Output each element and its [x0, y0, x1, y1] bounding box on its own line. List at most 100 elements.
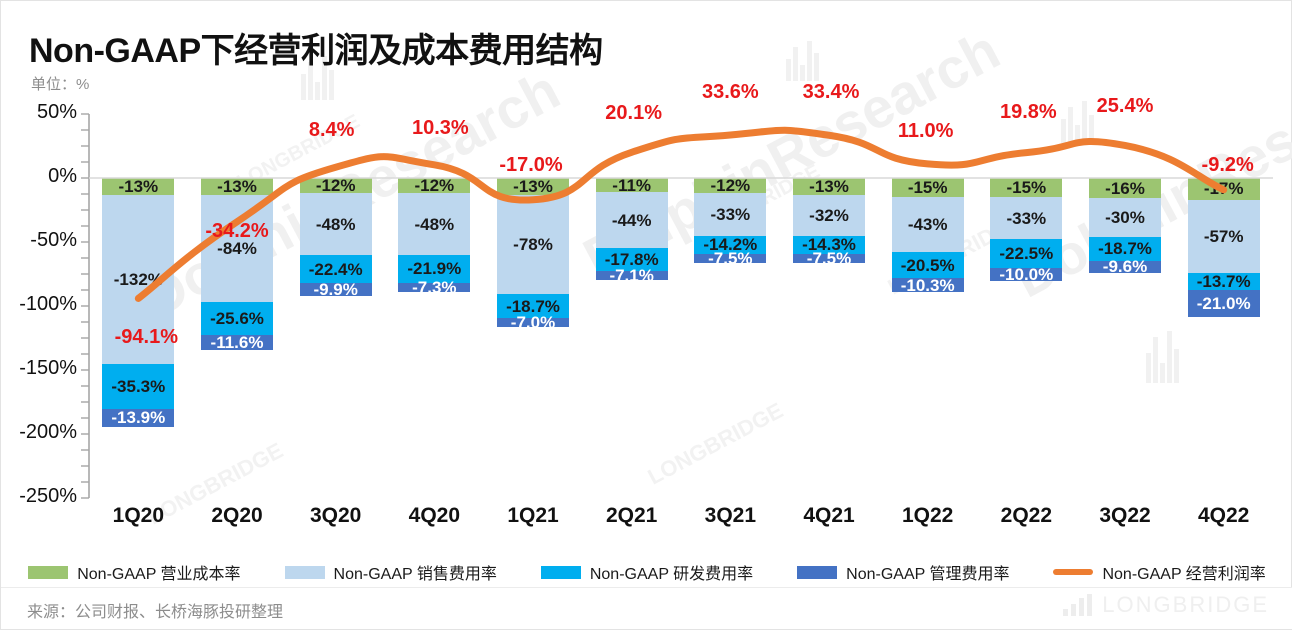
bar-segment-cost: -12%: [694, 177, 767, 194]
legend-item-rnd[interactable]: Non-GAAP 研发费用率: [540, 560, 753, 584]
bar-segment-value-label: -15%: [1006, 178, 1047, 198]
bar-segment-rnd: -22.5%: [990, 239, 1063, 269]
line-point-value-label: 20.1%: [605, 102, 663, 125]
bar-segment-value-label: -20.5%: [900, 255, 955, 275]
legend-item-profit[interactable]: Non-GAAP 经营利润率: [1053, 560, 1266, 584]
y-axis-tick-label: -250%: [19, 485, 77, 507]
line-point-value-label: 33.6%: [701, 80, 759, 103]
line-point-value-label: 8.4%: [308, 119, 355, 142]
bar-segment-value-label: -13.7%: [1196, 271, 1251, 291]
bar-segment-value-label: -7.0%: [510, 313, 556, 333]
bar-segment-value-label: -11.6%: [210, 332, 264, 352]
bar-segment-cost: -11%: [595, 175, 668, 195]
bar-segment-value-label: -22.5%: [999, 244, 1054, 264]
line-point-value-label: 33.4%: [802, 81, 860, 104]
x-axis-tick-label: 4Q20: [408, 504, 461, 527]
bar-segment-value-label: -9.9%: [313, 280, 358, 300]
bar-segment-rnd: -14.2%: [694, 235, 767, 255]
bar-segment-cost: -13%: [793, 178, 865, 195]
bar-segment-value-label: -14.3%: [802, 235, 856, 255]
bar-segment-cost: -13%: [201, 178, 273, 195]
legend-swatch-cost: [28, 565, 69, 579]
chart-unit-subtitle: 单位：%: [31, 76, 90, 93]
bar-segment-selling: -78%: [497, 194, 569, 295]
legend-label: Non-GAAP 营业成本率: [77, 566, 241, 583]
y-axis-tick-label: 0%: [48, 165, 77, 187]
bar-segment-value-label: -9.6%: [1102, 257, 1148, 277]
bar-segment-selling: -57%: [1187, 199, 1260, 273]
bar-segment-value-label: -17.8%: [604, 250, 659, 270]
x-axis-tick-label: 1Q22: [901, 504, 954, 527]
bar-segment-value-label: -14.2%: [703, 235, 758, 255]
bar-segment-value-label: -44%: [611, 210, 652, 230]
bar-segment-admin: -7.5%: [694, 250, 767, 267]
bar-segment-rnd: -35.3%: [102, 363, 175, 409]
bar-segment-value-label: -21.0%: [1196, 294, 1251, 314]
legend-label: Non-GAAP 销售费用率: [333, 566, 497, 583]
legend-item-cost[interactable]: Non-GAAP 营业成本率: [28, 560, 241, 584]
bar-segment-value-label: -18.7%: [1098, 239, 1152, 259]
bar-segment-cost: -13%: [497, 178, 569, 195]
bar-segment-value-label: -13%: [809, 176, 849, 196]
line-point-value-label: 19.8%: [999, 100, 1057, 123]
bar-segment-value-label: -30%: [1105, 208, 1145, 228]
bar-segment-cost: -16%: [1089, 178, 1161, 199]
bar-segment-value-label: -18.7%: [506, 296, 560, 316]
x-axis-tick-label: 3Q20: [309, 504, 362, 527]
bar-segment-value-label: -48%: [414, 214, 455, 234]
x-axis-tick-label: 3Q22: [1099, 504, 1151, 527]
bar-segment-rnd: -18.7%: [497, 294, 569, 319]
legend-swatch-admin: [797, 565, 838, 579]
bar-segment-rnd: -25.6%: [201, 302, 273, 335]
x-axis-tick-label: 2Q20: [211, 504, 263, 527]
bar-segment-selling: -84%: [201, 194, 273, 303]
bar-segment-selling: -33%: [694, 193, 767, 236]
legend-item-admin[interactable]: Non-GAAP 管理费用率: [797, 560, 1009, 584]
x-axis-tick-label: 3Q21: [704, 504, 757, 527]
bar-segment-selling: -132%: [102, 194, 175, 364]
bar-segment-value-label: -16%: [1105, 178, 1145, 198]
bar-segment-value-label: -43%: [907, 215, 948, 235]
bar-segment-admin: -9.6%: [1089, 257, 1161, 277]
bar-segment-value-label: -11%: [612, 175, 652, 195]
brand-logo: LONGBRIDGE: [1063, 594, 1269, 616]
bar-segment-value-label: -15%: [907, 178, 948, 198]
y-axis-tick-label: -150%: [19, 357, 77, 379]
line-point-value-label: -34.2%: [205, 219, 269, 242]
bar-segment-cost: -15%: [990, 178, 1063, 198]
source-note: 来源：公司财报、长桥海豚投研整理: [27, 604, 284, 621]
bar-segment-selling: -33%: [990, 197, 1063, 240]
x-axis-tick-label: 1Q21: [507, 504, 559, 527]
bar-segment-value-label: -10.0%: [999, 265, 1054, 285]
bar-segment-value-label: -33%: [1006, 208, 1047, 228]
bar-segment-admin: -9.9%: [299, 280, 372, 300]
bar-segment-rnd: -18.7%: [1089, 236, 1161, 261]
line-point-value-label: -9.2%: [1201, 153, 1254, 176]
bar-segment-value-label: -22.4%: [308, 259, 363, 279]
y-axis-tick-label: -100%: [19, 293, 77, 315]
brand-name: LONGBRIDGE: [1102, 592, 1269, 617]
bar-segment-rnd: -21.9%: [398, 254, 471, 283]
page-title: Non-GAAP下经营利润及成本费用结构: [29, 32, 603, 70]
bar-segment-admin: -13.9%: [102, 408, 175, 427]
bar-segment-value-label: -21.9%: [407, 259, 462, 279]
bar-segment-value-label: -10.3%: [900, 275, 955, 295]
bar-segment-admin: -7.1%: [595, 267, 668, 284]
profit-margin-line: [134, 126, 1228, 302]
line-point-value-label: 11.0%: [897, 119, 954, 142]
line-point-value-label: 10.3%: [411, 116, 469, 139]
y-axis-tick-label: 50%: [36, 101, 77, 123]
bar-segment-value-label: -7.3%: [412, 278, 457, 297]
bar-segment-value-label: -7.1%: [609, 266, 654, 286]
bar-segment-value-label: -12%: [315, 176, 356, 196]
bar-segment-rnd: -17.8%: [595, 248, 668, 272]
legend-label: Non-GAAP 经营利润率: [1102, 566, 1266, 583]
bar-segment-selling: -48%: [398, 193, 471, 255]
y-axis-tick-label: -200%: [19, 421, 77, 443]
bar-segment-value-label: -57%: [1203, 226, 1244, 246]
bar-segment-cost: -12%: [398, 177, 471, 194]
bar-segment-selling: -44%: [595, 192, 668, 249]
footer-bar: 来源：公司财报、长桥海豚投研整理 LONGBRIDGE: [1, 587, 1292, 629]
legend-item-selling[interactable]: Non-GAAP 销售费用率: [284, 560, 497, 584]
